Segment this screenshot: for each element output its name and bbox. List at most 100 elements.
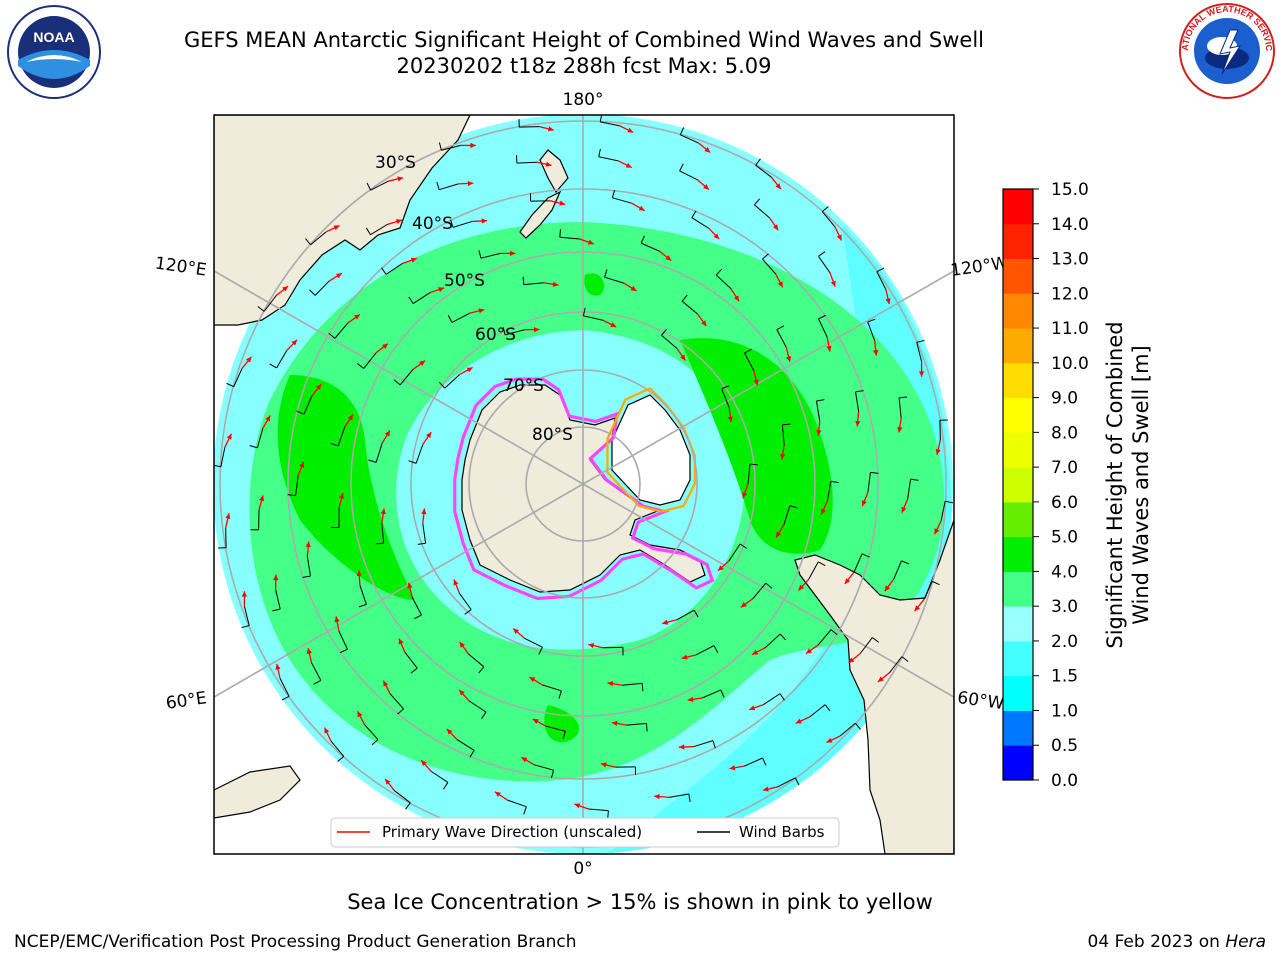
wave-arrow [654,794,670,800]
wind-barb [447,312,470,323]
meridian-120e [214,270,584,485]
wind-barb [226,368,243,388]
chart-subtitle: 20230202 t18z 288h fcst Max: 5.09 [396,54,772,78]
wind-barb [781,423,791,445]
wind-barb [438,142,461,151]
nws-logo: NATIONAL WEATHER SERVICE [1178,2,1275,99]
land-antarctic-peninsula [611,394,691,506]
wind-barb [754,198,770,219]
wave-arrow [769,217,779,231]
wind-barb [679,163,698,181]
wave-arrow [524,326,540,333]
lat-label-60s: 60°S [475,325,516,345]
footer-date-text: 04 Feb 2023 on [1087,932,1226,952]
wave-arrow [262,415,271,429]
wind-barb [404,652,418,674]
sea-ice-edge [453,377,715,601]
wave-arrow [422,431,432,445]
wave-arrow [884,578,895,592]
wind-barb [559,229,580,240]
wave-arrow [306,647,313,663]
noaa-logo-text: NOAA [33,29,74,45]
wave-arrow [816,420,822,436]
wind-barb [450,219,473,228]
wave-direction-arrows [224,125,942,810]
wind-barb [696,645,719,656]
wind-barb [309,280,330,296]
wave-arrow [834,226,843,241]
wave-arrow [446,728,458,741]
wave-arrow [826,735,841,744]
wind-barb [582,307,603,321]
wind-barb [715,268,732,290]
wave-arrow [631,202,645,212]
wave-arrow [659,250,672,262]
wind-barb [408,444,424,464]
wave-arrow [607,681,623,687]
wind-barb [331,507,340,528]
wind-barb [524,637,543,655]
wave-arrow [512,627,525,639]
wave-arrow [933,520,942,535]
wind-barb [602,646,624,656]
wave-arrow [742,483,749,499]
wave-arrow [877,672,891,683]
wave-arrow [305,541,311,557]
wave-arrow [873,340,879,356]
wave-arrow [780,444,786,460]
wave-arrow [328,272,343,282]
wind-barb [744,348,755,371]
wave-arrow [918,361,925,377]
wave-arrow [472,218,488,224]
wind-barb [279,678,290,701]
wave-arrow [323,727,332,742]
wind-barb [417,523,427,545]
wind-barb [939,419,948,441]
wind-barb [436,181,459,191]
wave-arrow [696,313,707,327]
wind-barb [669,793,691,803]
wave-arrow [387,219,403,225]
wind-barb [598,148,619,162]
lat-labels: 30°S 40°S 50°S 60°S 70°S 80°S [375,153,573,445]
wave-arrow [797,578,810,591]
wind-barb [777,777,800,788]
wave-arrow [697,179,710,191]
wave-arrow [935,440,941,455]
wind-barb [507,799,527,815]
wind-barb [691,210,710,229]
wave-arrow [412,360,426,371]
wind-barb [923,580,940,600]
meridian-120w [582,270,954,485]
wind-barb [776,325,787,348]
wave-arrow [687,696,703,702]
wind-barb [661,328,678,349]
wave-arrow [460,142,476,149]
wind-barb [818,314,828,338]
wind-barb [893,560,910,580]
wind-barb [296,395,313,415]
wave-arrow [619,125,634,134]
wind-barbs [214,115,954,819]
wave-arrow [805,644,819,655]
wave-arrow [420,759,432,772]
wind-barb [821,206,836,228]
wind-barb [330,740,345,762]
wind-barb [744,757,767,767]
wind-barb [916,339,925,362]
wind-barb [408,292,431,304]
wave-arrow [574,803,589,810]
wind-barb [430,770,449,790]
wave-arrow [382,680,391,695]
wind-barb [765,633,786,648]
wave-arrow [820,500,829,515]
wind-barb [818,251,831,273]
wind-barb [241,606,250,629]
wind-barb [853,553,870,573]
wave-arrow [241,356,252,369]
wave-arrow [848,652,861,664]
wave-arrow [775,273,784,288]
meridian-60w [582,483,954,698]
wave-arrow [384,778,395,792]
wave-arrow [861,491,869,507]
